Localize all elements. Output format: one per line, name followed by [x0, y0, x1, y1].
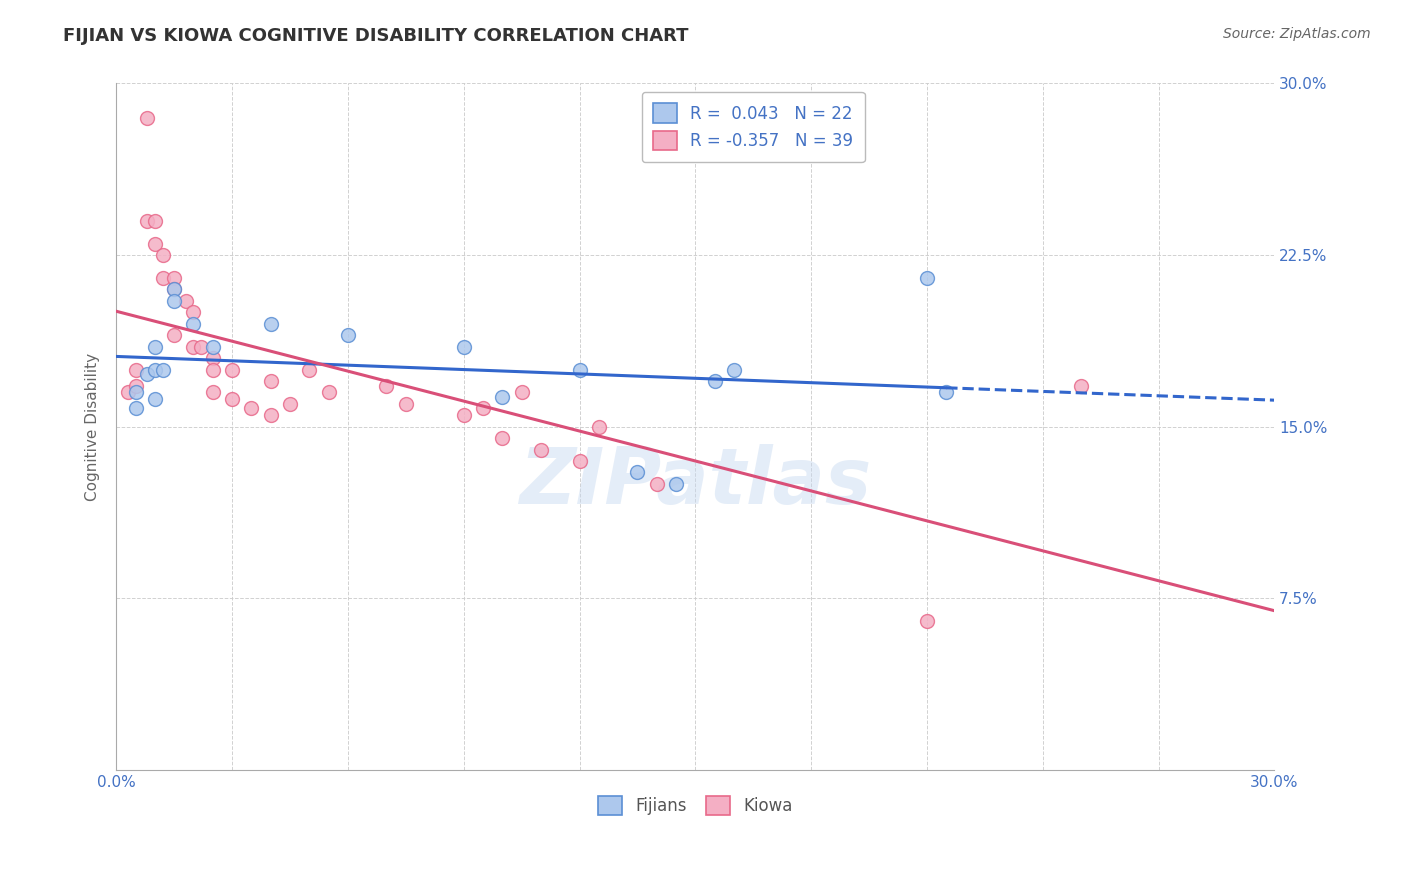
Point — [183, 305, 205, 319]
Point — [136, 111, 159, 125]
Point — [221, 362, 243, 376]
Text: Source: ZipAtlas.com: Source: ZipAtlas.com — [1223, 27, 1371, 41]
Point — [1070, 378, 1092, 392]
Point — [491, 390, 513, 404]
Point — [201, 362, 224, 376]
Point — [143, 236, 166, 251]
Point — [190, 340, 212, 354]
Point — [124, 385, 146, 400]
Point — [143, 392, 166, 407]
Point — [143, 362, 166, 376]
Point — [723, 362, 745, 376]
Point — [136, 367, 159, 381]
Point — [163, 282, 186, 296]
Text: ZIPatlas: ZIPatlas — [519, 443, 872, 520]
Point — [626, 466, 648, 480]
Y-axis label: Cognitive Disability: Cognitive Disability — [86, 352, 100, 500]
Point — [163, 271, 186, 285]
Point — [152, 248, 174, 262]
Point — [240, 401, 263, 416]
Point — [152, 271, 174, 285]
Point — [318, 385, 340, 400]
Point — [201, 351, 224, 365]
Point — [152, 362, 174, 376]
Point — [298, 362, 321, 376]
Point — [510, 385, 533, 400]
Point — [124, 378, 146, 392]
Point — [201, 385, 224, 400]
Point — [568, 362, 591, 376]
Point — [117, 385, 139, 400]
Point — [124, 362, 146, 376]
Point — [124, 401, 146, 416]
Point — [183, 317, 205, 331]
Point — [336, 328, 359, 343]
Point — [260, 317, 283, 331]
Point — [703, 374, 725, 388]
Point — [201, 340, 224, 354]
Point — [136, 213, 159, 227]
Point — [375, 378, 398, 392]
Point — [568, 454, 591, 468]
Point — [453, 409, 475, 423]
Point — [915, 271, 938, 285]
Point — [491, 431, 513, 445]
Point — [472, 401, 495, 416]
Point — [645, 477, 668, 491]
Point — [174, 293, 197, 308]
Point — [665, 477, 688, 491]
Point — [143, 340, 166, 354]
Point — [163, 328, 186, 343]
Point — [530, 442, 553, 457]
Point — [278, 397, 301, 411]
Point — [915, 614, 938, 628]
Point — [453, 340, 475, 354]
Text: FIJIAN VS KIOWA COGNITIVE DISABILITY CORRELATION CHART: FIJIAN VS KIOWA COGNITIVE DISABILITY COR… — [63, 27, 689, 45]
Point — [260, 374, 283, 388]
Point — [143, 213, 166, 227]
Point — [163, 293, 186, 308]
Point — [935, 385, 957, 400]
Legend: Fijians, Kiowa: Fijians, Kiowa — [591, 788, 801, 823]
Point — [588, 419, 610, 434]
Point — [163, 282, 186, 296]
Point — [221, 392, 243, 407]
Point — [395, 397, 418, 411]
Point — [260, 409, 283, 423]
Point — [183, 340, 205, 354]
